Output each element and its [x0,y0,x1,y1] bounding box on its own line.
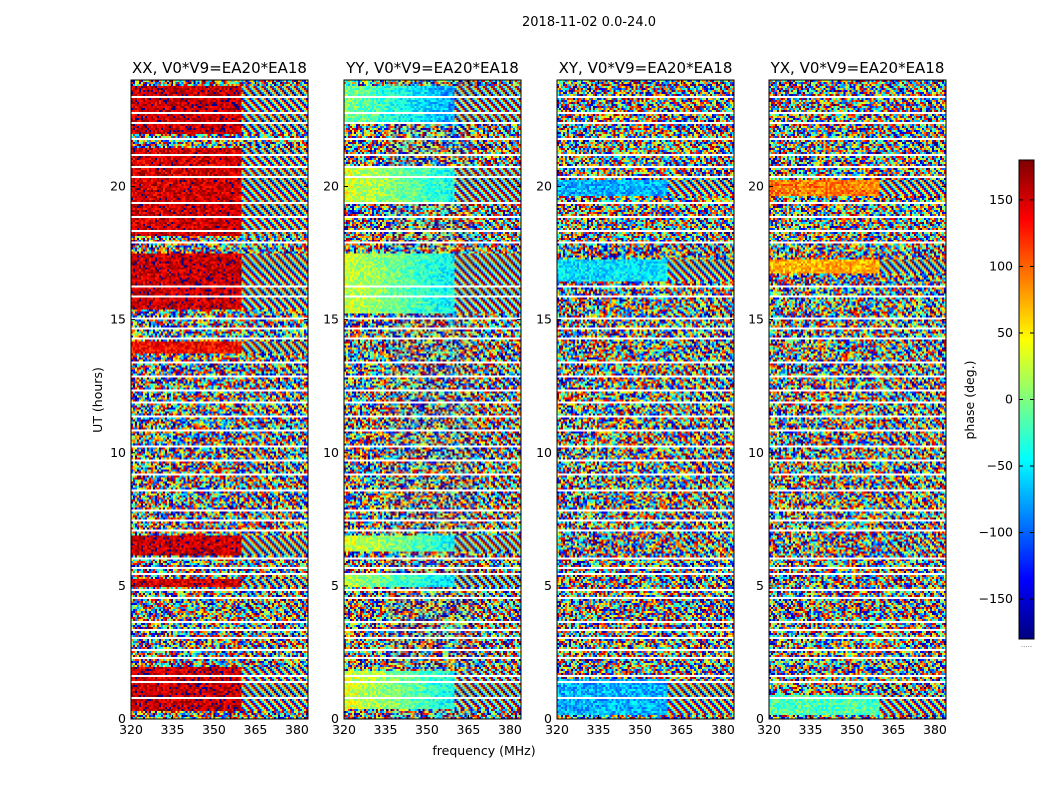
colorbar: −150 −100 −50 0 50 100 150..... [979,160,1034,649]
y-tick-label: 5 [331,578,339,593]
y-tick-label: 15 [110,312,126,327]
y-tick-label: 20 [323,179,339,194]
y-tick-label: 5 [544,578,552,593]
x-tick-label: 365 [670,722,694,737]
y-tick-label: 10 [110,445,126,460]
y-tick-label: 0 [118,711,126,726]
panel-heatmap-image [131,80,308,719]
y-tick-label: 20 [748,179,764,194]
colorbar-overflow-label: ..... [1021,641,1032,649]
y-tick-label: 10 [536,445,552,460]
colorbar-tick-label: −100 [979,525,1013,540]
panel-heatmap-image [769,80,946,719]
x-tick-label: 335 [587,722,611,737]
x-tick-label: 335 [799,722,823,737]
x-tick-label: 380 [923,722,947,737]
x-tick-label: 350 [840,722,864,737]
y-tick-label: 20 [536,179,552,194]
y-tick-label: 0 [544,711,552,726]
y-axis-label: UT (hours) [90,367,105,433]
colorbar-tick-label: −50 [987,458,1013,473]
x-tick-label: 350 [202,722,226,737]
x-tick-label: 335 [161,722,185,737]
panel-title: XY, V0*V9=EA20*EA18 [559,59,733,77]
y-tick-label: 0 [756,711,764,726]
figure-suptitle: 2018-11-02 0.0-24.0 [522,15,656,30]
panel-title: XX, V0*V9=EA20*EA18 [132,59,307,77]
x-tick-label: 365 [457,722,481,737]
y-tick-label: 15 [748,312,764,327]
colorbar-tick-label: −150 [979,591,1013,606]
y-tick-label: 0 [331,711,339,726]
colorbar-tick-label: 150 [989,192,1013,207]
y-tick-label: 15 [536,312,552,327]
x-tick-label: 380 [711,722,735,737]
x-tick-label: 350 [415,722,439,737]
panel-heatmap-image [344,80,521,719]
colorbar-tick-label: 100 [989,258,1013,273]
y-tick-label: 20 [110,179,126,194]
colorbar-label: phase (deg.) [962,361,977,440]
x-tick-label: 380 [285,722,309,737]
y-tick-label: 10 [748,445,764,460]
x-tick-label: 350 [628,722,652,737]
x-tick-label: 335 [374,722,398,737]
x-tick-label: 365 [882,722,906,737]
x-axis-label: frequency (MHz) [432,743,535,758]
colorbar-tick-label: 0 [1005,392,1013,407]
y-tick-label: 10 [323,445,339,460]
x-tick-label: 365 [244,722,268,737]
y-tick-label: 15 [323,312,339,327]
panel-title: YY, V0*V9=EA20*EA18 [345,59,519,77]
y-tick-label: 5 [118,578,126,593]
panel-heatmap-image [557,80,734,719]
x-tick-label: 380 [498,722,522,737]
y-tick-label: 5 [756,578,764,593]
figure: 2018-11-02 0.0-24.0 XX, V0*V9=EA20*EA18 3… [0,0,1050,800]
colorbar-tick-label: 50 [997,325,1013,340]
panel-title: YX, V0*V9=EA20*EA18 [770,59,945,77]
